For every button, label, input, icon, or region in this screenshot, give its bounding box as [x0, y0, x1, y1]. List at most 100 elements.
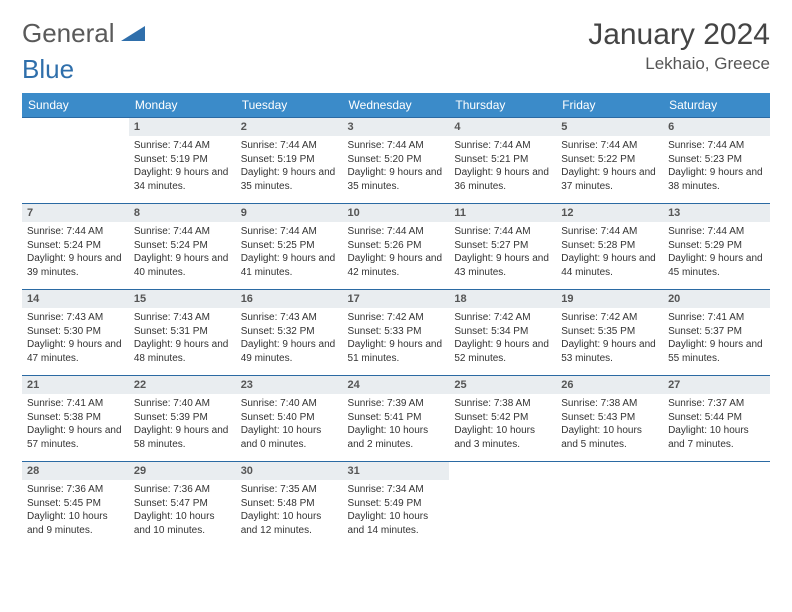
calendar-cell: 11Sunrise: 7:44 AMSunset: 5:27 PMDayligh… [449, 204, 556, 290]
sunset-text: Sunset: 5:30 PM [27, 325, 124, 339]
calendar-cell: 26Sunrise: 7:38 AMSunset: 5:43 PMDayligh… [556, 376, 663, 462]
sunset-text: Sunset: 5:23 PM [668, 153, 765, 167]
sunset-text: Sunset: 5:45 PM [27, 497, 124, 511]
day-content: Sunrise: 7:43 AMSunset: 5:30 PMDaylight:… [22, 308, 129, 369]
sunset-text: Sunset: 5:24 PM [134, 239, 231, 253]
day-number: 29 [129, 462, 236, 480]
day-number: 8 [129, 204, 236, 222]
day-number: 31 [343, 462, 450, 480]
day-content: Sunrise: 7:44 AMSunset: 5:25 PMDaylight:… [236, 222, 343, 283]
daylight-text: Daylight: 10 hours and 10 minutes. [134, 510, 231, 537]
calendar-cell: 20Sunrise: 7:41 AMSunset: 5:37 PMDayligh… [663, 290, 770, 376]
day-number: 12 [556, 204, 663, 222]
calendar-cell: 13Sunrise: 7:44 AMSunset: 5:29 PMDayligh… [663, 204, 770, 290]
day-content: Sunrise: 7:44 AMSunset: 5:27 PMDaylight:… [449, 222, 556, 283]
day-content: Sunrise: 7:44 AMSunset: 5:21 PMDaylight:… [449, 136, 556, 197]
daylight-text: Daylight: 9 hours and 47 minutes. [27, 338, 124, 365]
day-content: Sunrise: 7:44 AMSunset: 5:23 PMDaylight:… [663, 136, 770, 197]
day-number: 30 [236, 462, 343, 480]
month-title: January 2024 [588, 18, 770, 52]
day-number: 10 [343, 204, 450, 222]
logo-triangle-icon [121, 18, 147, 49]
sunset-text: Sunset: 5:21 PM [454, 153, 551, 167]
day-content: Sunrise: 7:37 AMSunset: 5:44 PMDaylight:… [663, 394, 770, 455]
sunset-text: Sunset: 5:19 PM [241, 153, 338, 167]
calendar-cell: 14Sunrise: 7:43 AMSunset: 5:30 PMDayligh… [22, 290, 129, 376]
daylight-text: Daylight: 10 hours and 14 minutes. [348, 510, 445, 537]
sunrise-text: Sunrise: 7:41 AM [27, 397, 124, 411]
daylight-text: Daylight: 9 hours and 53 minutes. [561, 338, 658, 365]
sunrise-text: Sunrise: 7:43 AM [134, 311, 231, 325]
calendar-cell: 30Sunrise: 7:35 AMSunset: 5:48 PMDayligh… [236, 462, 343, 548]
daylight-text: Daylight: 10 hours and 2 minutes. [348, 424, 445, 451]
calendar-cell: 9Sunrise: 7:44 AMSunset: 5:25 PMDaylight… [236, 204, 343, 290]
day-content: Sunrise: 7:43 AMSunset: 5:32 PMDaylight:… [236, 308, 343, 369]
daylight-text: Daylight: 9 hours and 36 minutes. [454, 166, 551, 193]
sunrise-text: Sunrise: 7:44 AM [454, 139, 551, 153]
weekday-header: Tuesday [236, 93, 343, 118]
calendar-cell: 3Sunrise: 7:44 AMSunset: 5:20 PMDaylight… [343, 118, 450, 204]
day-number: 22 [129, 376, 236, 394]
day-content: Sunrise: 7:44 AMSunset: 5:20 PMDaylight:… [343, 136, 450, 197]
calendar-cell: 16Sunrise: 7:43 AMSunset: 5:32 PMDayligh… [236, 290, 343, 376]
calendar-cell: 24Sunrise: 7:39 AMSunset: 5:41 PMDayligh… [343, 376, 450, 462]
day-number: 1 [129, 118, 236, 136]
day-number: 9 [236, 204, 343, 222]
daylight-text: Daylight: 10 hours and 7 minutes. [668, 424, 765, 451]
day-content: Sunrise: 7:42 AMSunset: 5:33 PMDaylight:… [343, 308, 450, 369]
sunset-text: Sunset: 5:39 PM [134, 411, 231, 425]
calendar-cell: 10Sunrise: 7:44 AMSunset: 5:26 PMDayligh… [343, 204, 450, 290]
calendar-cell: 1Sunrise: 7:44 AMSunset: 5:19 PMDaylight… [129, 118, 236, 204]
daylight-text: Daylight: 9 hours and 41 minutes. [241, 252, 338, 279]
day-number: 24 [343, 376, 450, 394]
daylight-text: Daylight: 9 hours and 55 minutes. [668, 338, 765, 365]
day-number: 3 [343, 118, 450, 136]
daylight-text: Daylight: 9 hours and 49 minutes. [241, 338, 338, 365]
calendar-cell: 4Sunrise: 7:44 AMSunset: 5:21 PMDaylight… [449, 118, 556, 204]
day-number: 7 [22, 204, 129, 222]
sunset-text: Sunset: 5:31 PM [134, 325, 231, 339]
sunset-text: Sunset: 5:29 PM [668, 239, 765, 253]
day-number: 20 [663, 290, 770, 308]
daylight-text: Daylight: 9 hours and 38 minutes. [668, 166, 765, 193]
calendar-cell: 8Sunrise: 7:44 AMSunset: 5:24 PMDaylight… [129, 204, 236, 290]
daylight-text: Daylight: 10 hours and 0 minutes. [241, 424, 338, 451]
sunrise-text: Sunrise: 7:44 AM [668, 225, 765, 239]
sunset-text: Sunset: 5:25 PM [241, 239, 338, 253]
sunset-text: Sunset: 5:26 PM [348, 239, 445, 253]
sunrise-text: Sunrise: 7:44 AM [561, 225, 658, 239]
day-content: Sunrise: 7:42 AMSunset: 5:35 PMDaylight:… [556, 308, 663, 369]
day-number: 19 [556, 290, 663, 308]
sunrise-text: Sunrise: 7:44 AM [241, 139, 338, 153]
daylight-text: Daylight: 10 hours and 3 minutes. [454, 424, 551, 451]
daylight-text: Daylight: 9 hours and 43 minutes. [454, 252, 551, 279]
logo-text-b: Blue [22, 54, 770, 85]
calendar-cell: 22Sunrise: 7:40 AMSunset: 5:39 PMDayligh… [129, 376, 236, 462]
sunset-text: Sunset: 5:20 PM [348, 153, 445, 167]
calendar-cell: 23Sunrise: 7:40 AMSunset: 5:40 PMDayligh… [236, 376, 343, 462]
day-content: Sunrise: 7:44 AMSunset: 5:24 PMDaylight:… [129, 222, 236, 283]
logo-text-a: General [22, 18, 115, 49]
sunrise-text: Sunrise: 7:42 AM [348, 311, 445, 325]
sunset-text: Sunset: 5:32 PM [241, 325, 338, 339]
day-content: Sunrise: 7:34 AMSunset: 5:49 PMDaylight:… [343, 480, 450, 541]
calendar-cell: 15Sunrise: 7:43 AMSunset: 5:31 PMDayligh… [129, 290, 236, 376]
daylight-text: Daylight: 10 hours and 12 minutes. [241, 510, 338, 537]
sunset-text: Sunset: 5:22 PM [561, 153, 658, 167]
calendar-cell: 7Sunrise: 7:44 AMSunset: 5:24 PMDaylight… [22, 204, 129, 290]
sunrise-text: Sunrise: 7:44 AM [348, 139, 445, 153]
daylight-text: Daylight: 9 hours and 40 minutes. [134, 252, 231, 279]
calendar-cell: 31Sunrise: 7:34 AMSunset: 5:49 PMDayligh… [343, 462, 450, 548]
sunset-text: Sunset: 5:47 PM [134, 497, 231, 511]
sunset-text: Sunset: 5:34 PM [454, 325, 551, 339]
calendar-cell [663, 462, 770, 548]
calendar-cell [556, 462, 663, 548]
daylight-text: Daylight: 9 hours and 51 minutes. [348, 338, 445, 365]
day-number: 4 [449, 118, 556, 136]
sunrise-text: Sunrise: 7:44 AM [668, 139, 765, 153]
day-content: Sunrise: 7:42 AMSunset: 5:34 PMDaylight:… [449, 308, 556, 369]
day-content: Sunrise: 7:44 AMSunset: 5:22 PMDaylight:… [556, 136, 663, 197]
daylight-text: Daylight: 9 hours and 35 minutes. [241, 166, 338, 193]
calendar-cell: 12Sunrise: 7:44 AMSunset: 5:28 PMDayligh… [556, 204, 663, 290]
day-number: 21 [22, 376, 129, 394]
